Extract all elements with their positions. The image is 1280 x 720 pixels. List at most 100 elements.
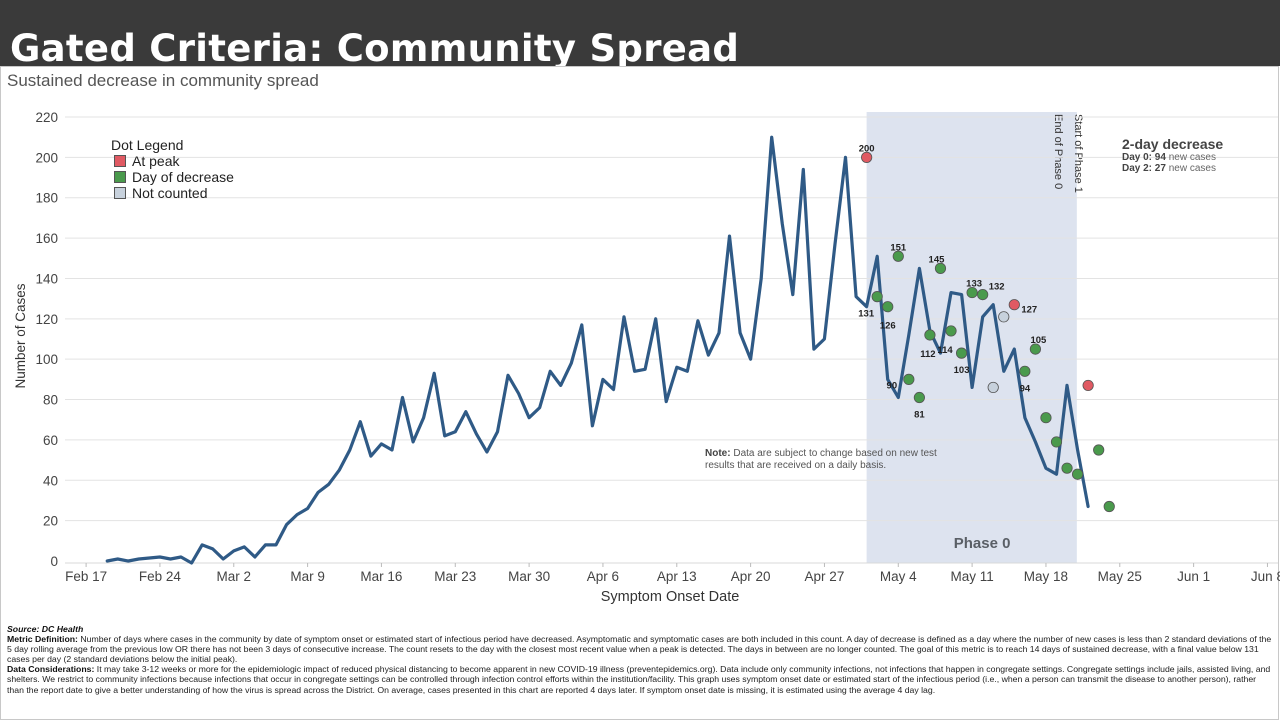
data-label: 126 [880,321,896,332]
x-tick-label: Mar 2 [217,569,252,584]
marker-decrease [913,391,925,404]
data-label: 131 [858,309,875,320]
y-axis-title: Number of Cases [13,283,28,388]
x-tick-label: Jun 1 [1177,569,1210,584]
x-tick-label: Mar 30 [508,569,550,584]
x-tick-label: Apr 6 [587,569,619,584]
y-tick-label: 20 [43,514,58,529]
x-tick-label: Apr 27 [805,569,845,584]
chart-title: Sustained decrease in community spread [7,71,319,90]
data-note: Note: Data are subject to change based o… [705,448,937,471]
data-label: 94 [1020,383,1031,394]
legend-swatch-not-counted [114,187,126,199]
header-bar [0,0,1280,66]
legend-swatch-decrease [114,171,126,183]
markers-layer [861,151,1115,513]
marker-decrease [882,301,894,313]
data-label: 133 [966,279,982,290]
x-tick-label: May 25 [1098,569,1142,584]
marker-decrease [955,347,968,359]
marker-not_counted [987,381,999,394]
data-label: 200 [859,143,875,154]
data-label: 103 [954,365,970,376]
marker-decrease [977,288,989,301]
x-tick-label: May 18 [1024,569,1068,584]
marker-decrease [1019,365,1031,377]
y-tick-label: 220 [35,110,58,125]
marker-decrease [924,329,936,341]
x-tick-label: Mar 9 [290,569,325,584]
decrease-day0: Day 0: 94 new cases [1122,152,1216,163]
end-phase-label: End of Phase 0 [1052,114,1064,189]
data-label: 81 [914,410,925,421]
marker-peak [861,151,873,163]
x-tick-label: May 4 [880,569,917,584]
marker-decrease [934,262,947,274]
x-tick-label: Jun 8 [1251,569,1280,584]
marker-decrease [1103,500,1115,513]
y-tick-label: 0 [50,554,58,569]
y-tick-label: 200 [35,150,58,165]
y-tick-label: 80 [43,393,58,408]
marker-decrease [945,325,957,337]
y-tick-label: 40 [43,473,58,488]
legend-item-decrease: Day of decrease [114,169,234,185]
data-label: 105 [1030,335,1047,346]
marker-decrease [1061,462,1073,474]
y-tick-label: 180 [35,191,58,206]
data-label: 145 [929,254,946,265]
data-label: 132 [989,282,1005,293]
data-label: 127 [1021,305,1037,316]
series-line-0 [105,135,1090,565]
marker-peak [1082,379,1094,392]
legend-swatch-peak [114,155,126,167]
series-layer [105,135,1090,565]
legend-item-peak: At peak [114,153,179,169]
legend-label-decrease: Day of decrease [132,169,234,185]
marker-decrease [892,250,904,262]
footer-data-considerations: Data Considerations: It may take 3-12 we… [7,664,1271,695]
y-tick-label: 60 [43,433,58,448]
x-tick-label: Apr 13 [657,569,697,584]
decrease-day2: Day 2: 27 new cases [1122,163,1216,174]
x-tick-label: May 11 [950,569,993,584]
slide-title: Gated Criteria: Community Spread [10,27,740,70]
footer-metric-definition: Metric Definition: Number of days where … [7,634,1272,665]
marker-decrease [871,291,883,303]
x-axis-title: Symptom Onset Date [601,589,740,605]
decrease-box-title: 2-day decrease [1122,136,1224,152]
data-label: 112 [920,349,935,360]
y-tick-label: 120 [35,312,58,327]
legend-label-peak: At peak [132,153,180,169]
x-tick-label: Feb 24 [139,569,182,584]
data-label: 90 [887,380,898,391]
start-phase-label: Start of Phase 1 [1072,114,1084,193]
marker-decrease [1029,343,1042,355]
legend-item-not-counted: Not counted [114,185,208,201]
y-tick-label: 160 [35,231,58,246]
data-label: 114 [937,345,953,356]
x-tick-label: Mar 23 [434,569,476,584]
footer: Source: DC Health Metric Definition: Num… [7,624,1275,695]
axes: 0 20 40 60 80 100 120 140 160 180 200 220 Feb 17 Feb … [13,110,1280,605]
marker-not_counted [998,311,1010,323]
footer-source: Source: DC Health [7,624,84,634]
marker-decrease [966,286,978,299]
marker-decrease [1050,436,1063,448]
y-tick-label: 140 [35,271,58,286]
data-label: 151 [890,242,907,253]
x-tick-label: Apr 20 [731,569,771,584]
marker-decrease [1093,444,1105,456]
marker-decrease [1071,468,1084,480]
gridlines [65,116,1278,522]
x-tick-label: Mar 16 [360,569,402,584]
phase-label: Phase 0 [954,535,1011,552]
legend-label-not-counted: Not counted [132,185,208,201]
legend-title: Dot Legend [111,137,184,153]
marker-peak [1008,299,1020,311]
phase-band-layer: Phase 0 End of Phase 0 Start of Phase 1 [866,112,1084,563]
y-tick-label: 100 [35,352,58,367]
phase-band [866,112,1078,563]
